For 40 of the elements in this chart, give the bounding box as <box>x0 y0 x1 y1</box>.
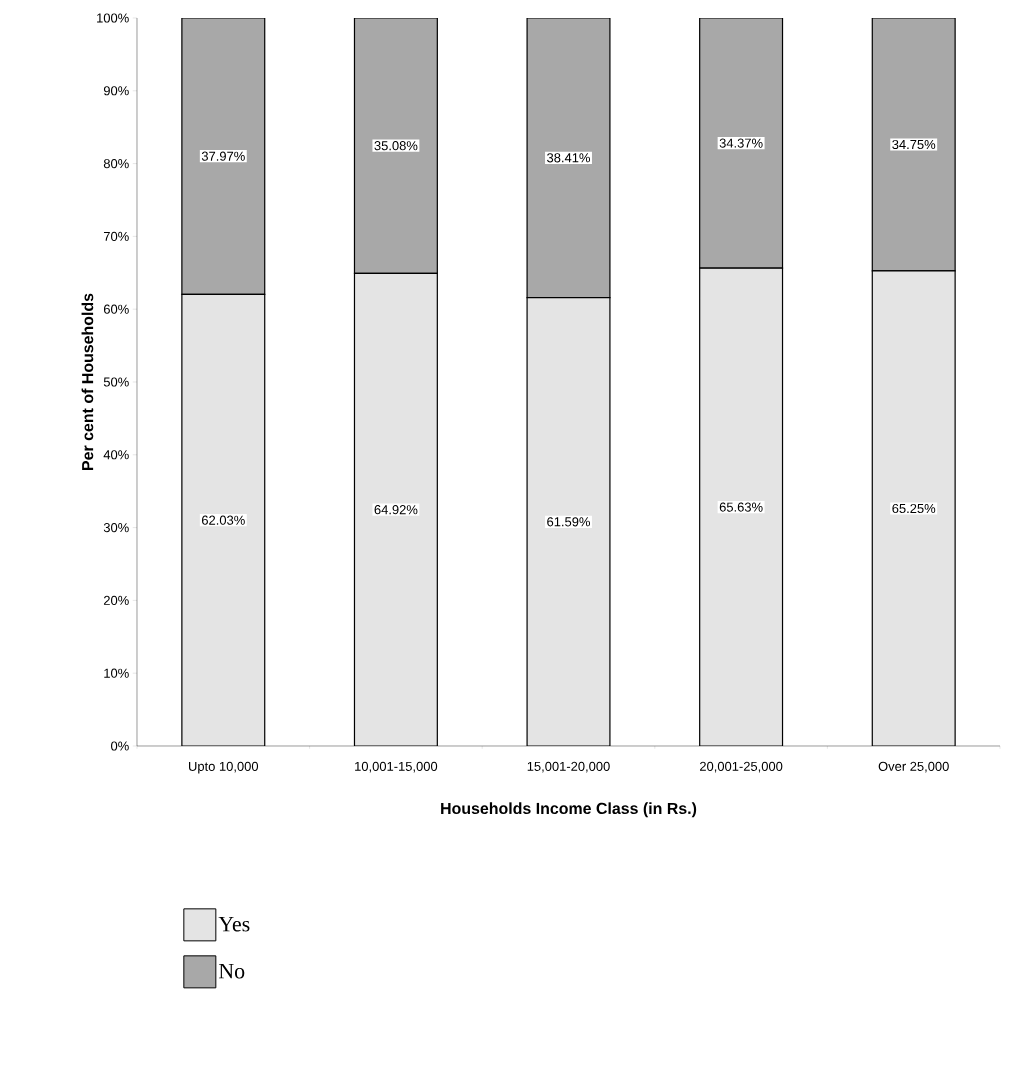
bar <box>181 293 266 746</box>
x-tick-label: Over 25,000 <box>878 761 949 773</box>
data-label: 37.97% <box>201 151 245 161</box>
y-tick-label: 80% <box>103 159 129 169</box>
bar <box>699 267 784 746</box>
y-tick-label: 40% <box>103 450 129 460</box>
y-tick-label: 30% <box>103 523 129 533</box>
y-axis-title: Per cent of Households <box>81 293 94 470</box>
data-label: 65.25% <box>892 503 936 514</box>
data-label: 62.03% <box>201 515 245 525</box>
data-label: 61.59% <box>547 517 591 527</box>
x-axis-title: Households Income Class (in Rs.) <box>441 802 697 818</box>
bar <box>871 17 956 272</box>
bar <box>353 17 438 274</box>
y-tick-label: 50% <box>103 377 129 387</box>
y-tick-label: 90% <box>103 86 129 96</box>
bar <box>353 272 438 746</box>
x-tick-label: Upto 10,000 <box>189 761 259 774</box>
y-tick-label: 60% <box>103 304 129 314</box>
data-label: 65.63% <box>719 502 763 512</box>
bar <box>871 270 956 746</box>
legend-label: Yes <box>218 916 250 932</box>
x-tick-label: 15,001-20,000 <box>527 761 610 773</box>
bar <box>526 17 611 299</box>
y-tick-label: 10% <box>104 668 129 678</box>
legend-label: No <box>218 963 245 979</box>
x-tick-label: 20,001-25,000 <box>699 761 783 773</box>
data-label: 64.92% <box>374 505 418 515</box>
y-tick-label: 0% <box>111 741 129 751</box>
bar <box>181 17 266 296</box>
data-label: 38.41% <box>547 153 591 163</box>
y-tick-label: 100% <box>97 13 129 23</box>
bar <box>699 17 784 269</box>
data-label: 35.08% <box>374 141 418 151</box>
y-tick-label: 70% <box>103 231 129 241</box>
y-tick-label: 20% <box>103 595 129 605</box>
x-tick-label: 10,001-15,000 <box>355 761 438 773</box>
data-label: 34.37% <box>719 138 763 148</box>
data-label: 34.75% <box>892 139 936 150</box>
bar <box>526 297 611 746</box>
